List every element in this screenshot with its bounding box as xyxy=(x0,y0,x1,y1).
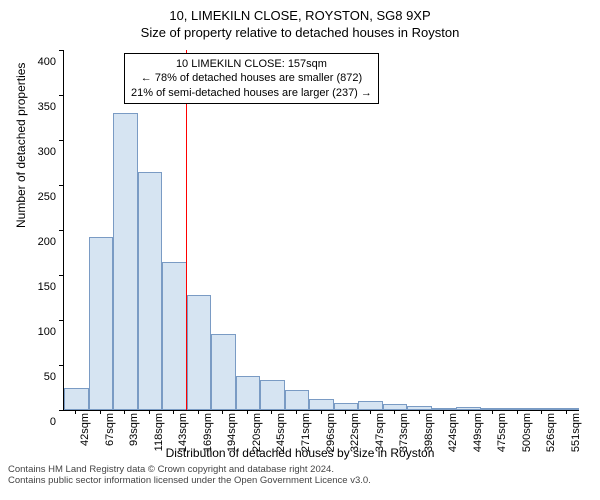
x-tick-label: 526sqm xyxy=(545,413,557,452)
x-tick-label: 42sqm xyxy=(79,413,91,446)
y-tick-label: 150 xyxy=(26,281,56,293)
y-tick-label: 400 xyxy=(26,56,56,68)
x-tick-mark xyxy=(566,410,567,414)
x-tick-label: 271sqm xyxy=(300,413,312,452)
annotation-line1: 10 LIMEKILN CLOSE: 157sqm xyxy=(131,57,372,71)
x-tick-mark xyxy=(345,410,346,414)
histogram-bar xyxy=(285,390,310,410)
chart-title-sub: Size of property relative to detached ho… xyxy=(8,25,592,40)
x-tick-label: 143sqm xyxy=(177,413,189,452)
annotation-line2: ← 78% of detached houses are smaller (87… xyxy=(131,71,372,85)
x-tick-label: 93sqm xyxy=(128,413,140,446)
x-tick-mark xyxy=(247,410,248,414)
x-tick-label: 551sqm xyxy=(570,413,582,452)
plot-area: 10 LIMEKILN CLOSE: 157sqm← 78% of detach… xyxy=(63,50,579,411)
x-tick-mark xyxy=(271,410,272,414)
histogram-bar xyxy=(309,399,334,410)
x-tick-label: 322sqm xyxy=(349,413,361,452)
chart-container: 10, LIMEKILN CLOSE, ROYSTON, SG8 9XP Siz… xyxy=(8,8,592,458)
histogram-bar xyxy=(64,388,89,410)
x-tick-mark xyxy=(100,410,101,414)
x-tick-mark xyxy=(541,410,542,414)
y-tick-mark xyxy=(59,410,63,411)
x-tick-mark xyxy=(370,410,371,414)
histogram-bar xyxy=(358,401,383,410)
y-tick-mark xyxy=(59,140,63,141)
y-tick-mark xyxy=(59,230,63,231)
x-tick-label: 194sqm xyxy=(226,413,238,452)
x-tick-mark xyxy=(75,410,76,414)
footer-attribution: Contains HM Land Registry data © Crown c… xyxy=(8,464,592,486)
chart-title-main: 10, LIMEKILN CLOSE, ROYSTON, SG8 9XP xyxy=(8,8,592,23)
histogram-bar xyxy=(113,113,138,410)
histogram-bar xyxy=(211,334,236,411)
histogram-bar xyxy=(236,376,261,410)
x-tick-label: 118sqm xyxy=(153,413,165,451)
x-tick-mark xyxy=(173,410,174,414)
x-tick-label: 220sqm xyxy=(251,413,263,452)
x-tick-label: 398sqm xyxy=(423,413,435,452)
y-tick-label: 250 xyxy=(26,191,56,203)
x-tick-mark xyxy=(443,410,444,414)
footer-line1: Contains HM Land Registry data © Crown c… xyxy=(8,464,592,475)
histogram-bar xyxy=(334,403,359,410)
x-tick-mark xyxy=(468,410,469,414)
histogram-bar xyxy=(260,380,285,410)
x-tick-label: 245sqm xyxy=(275,413,287,452)
x-tick-label: 296sqm xyxy=(325,413,337,452)
histogram-bar xyxy=(89,237,114,410)
histogram-bar xyxy=(162,262,187,411)
x-tick-mark xyxy=(296,410,297,414)
annotation-line3: 21% of semi-detached houses are larger (… xyxy=(131,86,372,100)
x-tick-mark xyxy=(492,410,493,414)
y-tick-label: 0 xyxy=(26,416,56,428)
x-tick-label: 169sqm xyxy=(202,413,214,452)
x-tick-label: 475sqm xyxy=(496,413,508,452)
y-tick-mark xyxy=(59,185,63,186)
y-tick-label: 50 xyxy=(26,371,56,383)
histogram-bar xyxy=(138,172,163,411)
x-tick-label: 500sqm xyxy=(521,413,533,452)
footer-line2: Contains public sector information licen… xyxy=(8,475,592,486)
y-tick-mark xyxy=(59,275,63,276)
y-tick-mark xyxy=(59,320,63,321)
x-tick-mark xyxy=(198,410,199,414)
histogram-bar xyxy=(187,295,212,410)
y-tick-label: 300 xyxy=(26,146,56,158)
reference-line xyxy=(186,50,187,410)
y-tick-label: 200 xyxy=(26,236,56,248)
x-tick-label: 67sqm xyxy=(104,413,116,446)
annotation-box: 10 LIMEKILN CLOSE: 157sqm← 78% of detach… xyxy=(124,53,379,104)
x-tick-mark xyxy=(419,410,420,414)
x-tick-mark xyxy=(222,410,223,414)
x-tick-label: 347sqm xyxy=(374,413,386,452)
x-tick-label: 373sqm xyxy=(398,413,410,452)
x-tick-mark xyxy=(149,410,150,414)
y-tick-mark xyxy=(59,50,63,51)
x-tick-mark xyxy=(321,410,322,414)
x-tick-mark xyxy=(394,410,395,414)
y-tick-label: 100 xyxy=(26,326,56,338)
x-tick-label: 449sqm xyxy=(472,413,484,452)
x-tick-mark xyxy=(124,410,125,414)
y-tick-mark xyxy=(59,365,63,366)
y-tick-label: 350 xyxy=(26,101,56,113)
x-tick-mark xyxy=(517,410,518,414)
y-tick-mark xyxy=(59,95,63,96)
x-tick-label: 424sqm xyxy=(447,413,459,452)
